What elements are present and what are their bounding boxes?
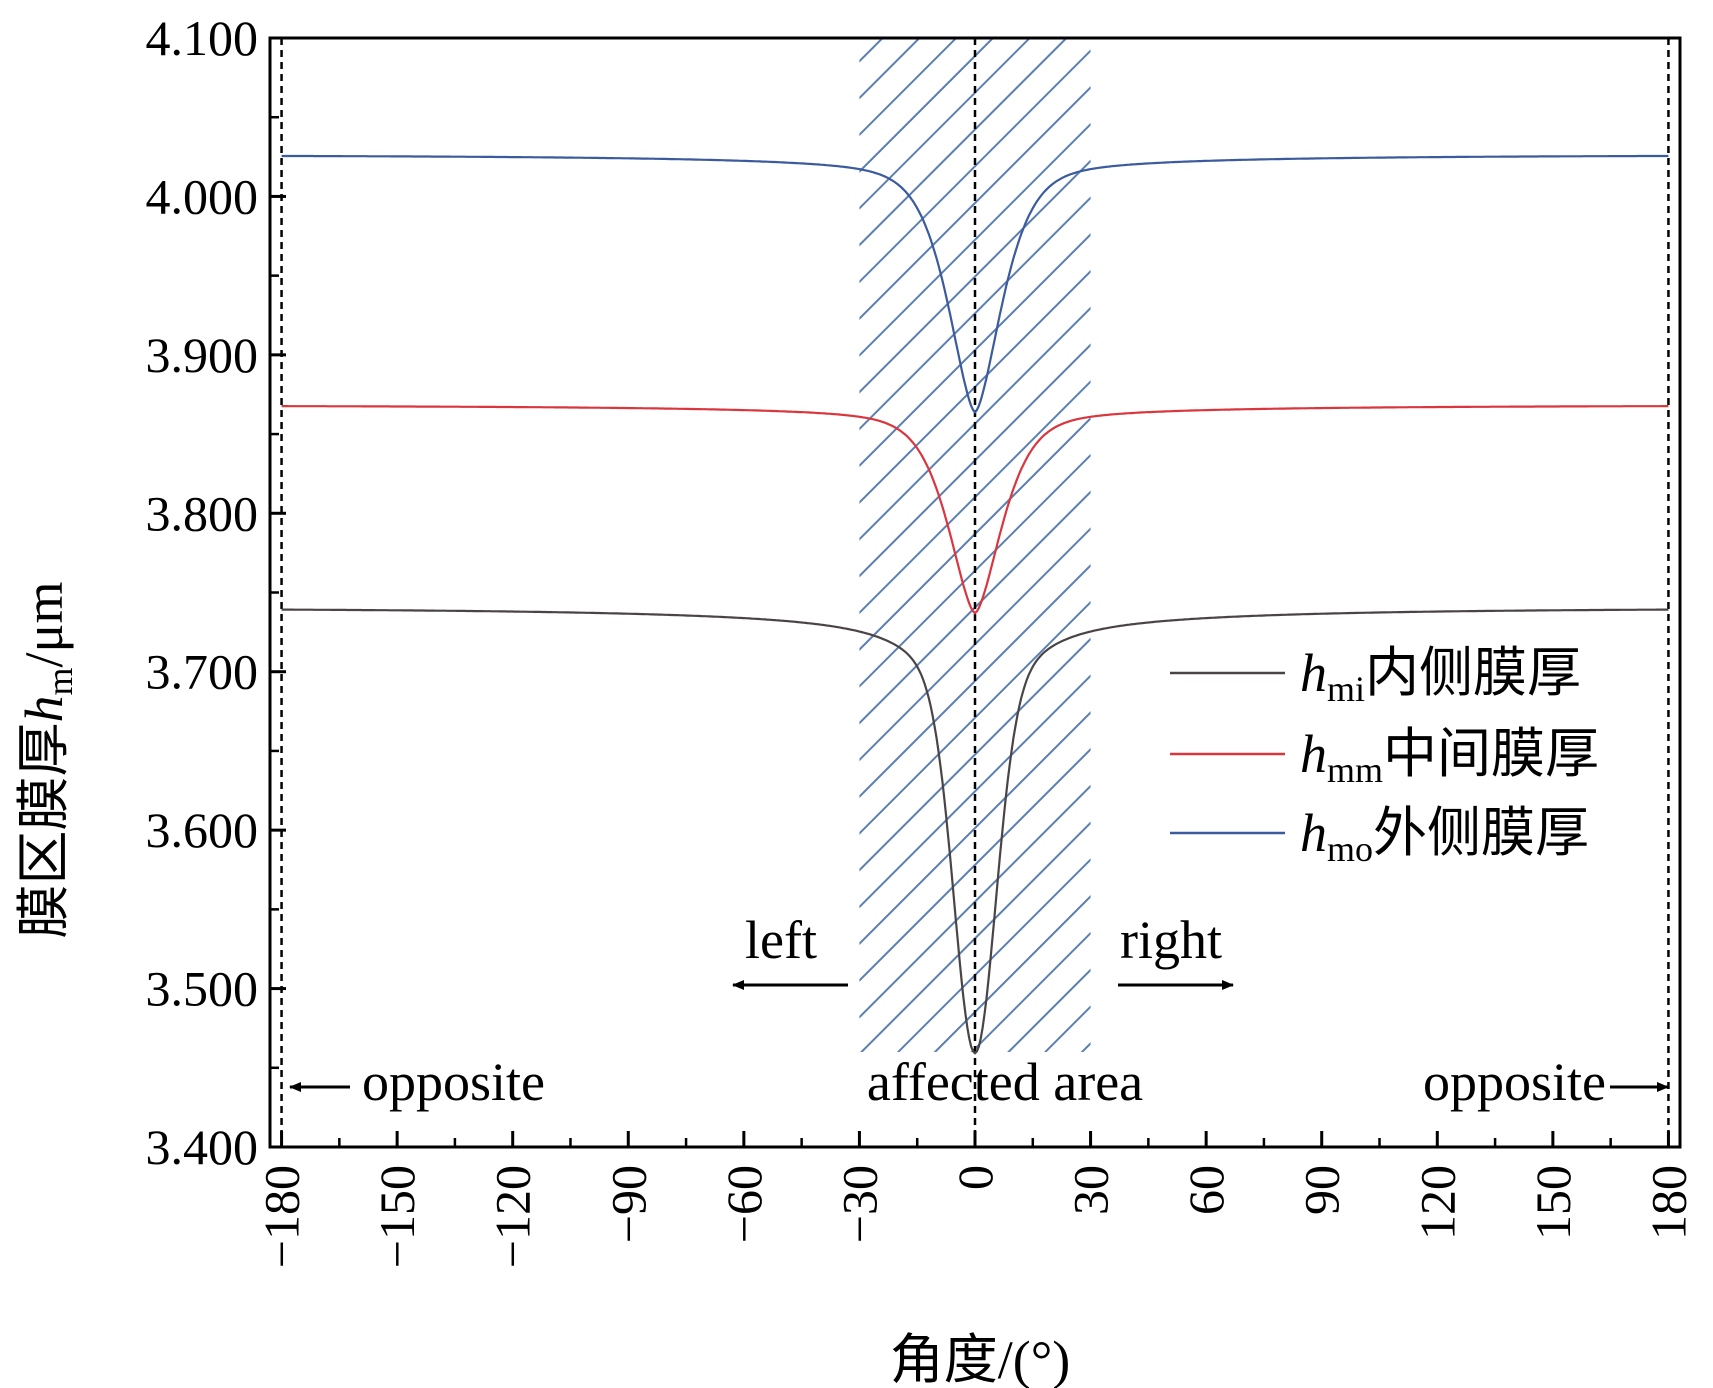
x-tick-label: −150: [369, 1165, 425, 1268]
series-group: [281, 154, 1669, 1055]
x-tick-label: 180: [1640, 1165, 1696, 1240]
y-ticks: 3.400 3.500 3.600 3.700 3.800 3.900 4.000 4.100: [146, 10, 286, 1175]
legend: hmi内侧膜厚 hmm中间膜厚 hmo外侧膜厚: [1170, 643, 1599, 869]
affected-area-label: affected area: [867, 1052, 1143, 1112]
x-tick-label: −180: [254, 1165, 310, 1268]
y-tick-label: 3.500: [146, 961, 259, 1017]
x-tick-label: 60: [1178, 1165, 1234, 1215]
series-line-mo: [281, 154, 1669, 415]
x-tick-label: −90: [600, 1165, 656, 1243]
legend-label-mo: hmo外侧膜厚: [1300, 803, 1589, 869]
x-tick-label: −120: [485, 1165, 541, 1268]
y-tick-label: 3.900: [146, 327, 259, 383]
x-axis-title: 角度/(°): [890, 1330, 1071, 1388]
x-tick-label: 30: [1063, 1165, 1119, 1215]
x-tick-label: −30: [831, 1165, 887, 1243]
y-tick-label: 3.800: [146, 485, 259, 541]
legend-label-mi: hmi内侧膜厚: [1300, 643, 1581, 709]
y-tick-label: 4.100: [146, 10, 259, 66]
x-tick-label: 90: [1294, 1165, 1350, 1215]
y-axis-title-sub: m: [40, 667, 80, 695]
series-line-mm: [281, 405, 1669, 615]
right-label: right: [1120, 910, 1222, 970]
y-tick-label: 4.000: [146, 168, 259, 224]
x-ticks: −180 −150 −120 −90 −60 −30 0 30 60 90 120 150 180: [254, 1131, 1696, 1268]
y-tick-label: 3.600: [146, 802, 259, 858]
y-axis-title-prefix: 膜区膜厚: [14, 722, 74, 938]
y-axis-title-unit: /μm: [14, 582, 74, 668]
opposite-right-label: opposite: [1423, 1052, 1606, 1112]
legend-label-mm: hmm中间膜厚: [1300, 724, 1599, 790]
series-line-mi: [281, 608, 1669, 1055]
y-axis-title: 膜区膜厚hm/μm: [14, 582, 80, 939]
reference-lines: [280, 38, 1670, 1147]
y-axis-title-var: h: [14, 695, 74, 722]
y-tick-label: 3.400: [146, 1119, 259, 1175]
x-tick-label: 120: [1409, 1165, 1465, 1240]
opposite-left-label: opposite: [362, 1052, 545, 1112]
x-tick-label: 150: [1525, 1165, 1581, 1240]
left-label: left: [745, 910, 817, 970]
y-tick-label: 3.700: [146, 644, 259, 700]
x-tick-label: −60: [716, 1165, 772, 1243]
x-tick-label: 0: [947, 1165, 1003, 1190]
